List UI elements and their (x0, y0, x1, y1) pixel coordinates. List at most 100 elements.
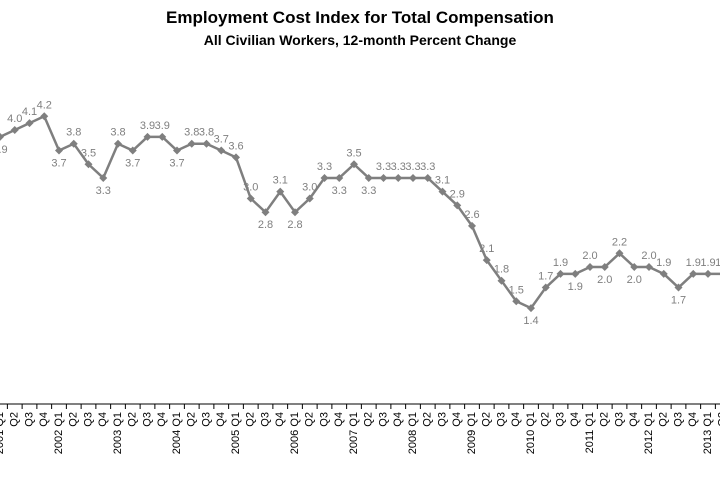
x-tick-label: Q3 (318, 412, 330, 427)
data-point (232, 153, 240, 162)
x-tick-label: Q4 (333, 412, 345, 427)
data-label: 1.9 (656, 257, 671, 269)
data-point (69, 139, 78, 148)
data-label: 1.8 (494, 264, 509, 276)
data-label: 1.9 (715, 257, 720, 269)
data-label: 2.0 (641, 250, 656, 262)
x-tick-label: Q2 (245, 412, 257, 427)
x-tick-label: Q3 (495, 412, 507, 427)
data-point (84, 160, 93, 169)
x-tick-label: Q3 (554, 412, 566, 427)
data-point (423, 173, 432, 182)
data-label: 3.8 (184, 127, 199, 139)
x-tick-label: Q2 (186, 412, 198, 427)
data-point (40, 112, 49, 121)
data-label: 3.3 (376, 161, 391, 173)
data-point (25, 119, 34, 128)
data-point (438, 187, 447, 196)
data-label: 3.7 (51, 158, 66, 170)
x-tick-label: Q4 (38, 412, 50, 427)
data-point (173, 146, 181, 155)
data-label: 2.0 (597, 274, 612, 286)
data-label: 3.3 (420, 161, 435, 173)
x-tick-label: Q4 (510, 412, 522, 427)
data-point (143, 132, 152, 141)
x-tick-label: Q2 (127, 412, 139, 427)
x-tick-label: Q4 (156, 412, 168, 427)
data-point (689, 269, 698, 278)
x-tick-label: 2011 Q1 (584, 412, 596, 453)
x-tick-label: 2002 Q1 (53, 412, 65, 454)
data-label: 3.9 (0, 144, 8, 156)
x-tick-label: 2003 Q1 (112, 412, 124, 454)
x-tick-label: Q3 (82, 412, 94, 427)
data-point (468, 221, 476, 230)
data-point (320, 173, 329, 182)
data-point (571, 269, 580, 278)
data-point (99, 173, 108, 182)
data-point (350, 160, 358, 169)
data-point (453, 201, 462, 210)
data-label: 2.9 (450, 188, 465, 200)
data-label: 3.3 (405, 161, 420, 173)
x-tick-label: 2001 Q1 (0, 412, 6, 454)
x-tick-label: Q3 (259, 412, 271, 427)
data-point (630, 263, 639, 271)
x-tick-label: Q4 (569, 412, 581, 427)
data-point (615, 249, 624, 258)
x-tick-label: Q2 (9, 412, 21, 427)
data-label: 3.7 (214, 134, 229, 146)
x-tick-label: Q2 (481, 412, 493, 427)
x-tick-label: 2009 Q1 (466, 412, 478, 454)
data-label: 3.3 (391, 161, 406, 173)
x-tick-label: 2008 Q1 (407, 412, 419, 454)
data-point (55, 146, 63, 155)
x-tick-label: Q3 (200, 412, 212, 427)
data-label: 3.7 (169, 158, 184, 170)
data-label: 1.9 (700, 257, 715, 269)
data-label: 3.3 (361, 185, 376, 197)
data-label: 3.3 (96, 185, 111, 197)
data-label: 1.7 (538, 271, 553, 283)
data-point (114, 139, 122, 148)
data-label: 4.0 (7, 113, 22, 125)
x-tick-label: 2004 Q1 (171, 412, 183, 454)
data-label: 3.9 (140, 120, 155, 132)
x-tick-label: Q4 (392, 412, 404, 427)
x-tick-label: 2006 Q1 (289, 412, 301, 454)
x-tick-label: Q2 (717, 412, 720, 427)
data-label: 3.5 (81, 147, 96, 159)
data-point (128, 146, 137, 155)
x-tick-label: Q2 (68, 412, 80, 427)
data-label: 2.0 (582, 250, 597, 262)
x-tick-label: Q2 (540, 412, 552, 427)
data-point (704, 269, 712, 278)
data-point (556, 269, 565, 278)
data-label: 3.7 (125, 158, 140, 170)
data-point (246, 194, 255, 203)
data-label: 2.8 (258, 219, 273, 231)
x-tick-label: Q3 (436, 412, 448, 427)
data-label: 2.8 (287, 219, 302, 231)
data-label: 1.7 (671, 295, 686, 307)
x-tick-label: Q2 (304, 412, 316, 427)
data-point (217, 146, 226, 155)
data-point (600, 263, 609, 271)
x-tick-label: Q4 (687, 412, 699, 427)
chart-title: Employment Cost Index for Total Compensa… (166, 8, 554, 27)
data-label: 4.1 (22, 106, 37, 118)
x-tick-label: Q2 (422, 412, 434, 427)
data-label: 3.9 (155, 120, 170, 132)
data-label: 3.8 (199, 127, 214, 139)
data-point (512, 297, 521, 306)
data-label: 2.6 (464, 209, 479, 221)
data-point (482, 256, 491, 265)
data-label: 3.1 (273, 175, 288, 187)
x-tick-label: 2007 Q1 (348, 412, 360, 454)
data-point (187, 139, 196, 148)
series-line (0, 115, 720, 310)
x-tick-label: Q4 (274, 412, 286, 427)
data-point (202, 139, 211, 148)
data-point (10, 126, 19, 134)
data-point (527, 304, 535, 313)
